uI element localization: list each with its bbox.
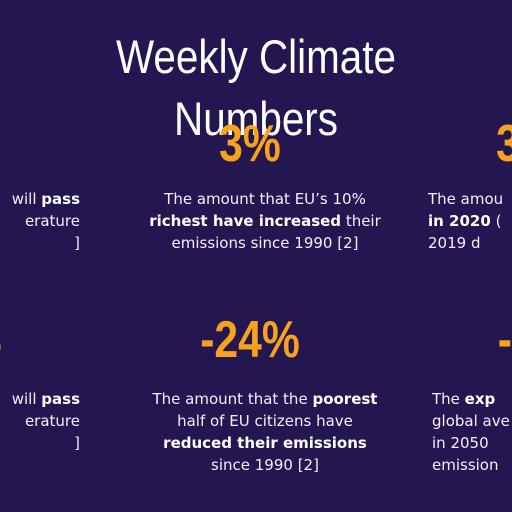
description-bold-text: poorest [312, 390, 378, 408]
description-text: The amou [428, 190, 504, 208]
description-text: ( [490, 212, 502, 230]
description-line: reduced their emissions [110, 432, 420, 454]
stat-value-2: 3% [219, 115, 281, 173]
stat-description-6: The exp global ave in 2050 emission [432, 388, 510, 476]
description-line: The amount that the poorest [110, 388, 420, 410]
description-bold-text: exp [464, 390, 496, 408]
description-text: in 2050 [432, 434, 489, 452]
description-line: The amou [428, 188, 503, 210]
description-text: 2019 d [428, 234, 481, 252]
description-line: The exp [432, 388, 510, 410]
description-text: erature [24, 212, 80, 230]
description-line: will pass [12, 188, 80, 210]
description-line: ] [12, 432, 80, 454]
description-line: erature [12, 210, 80, 232]
description-text: The amount that EU’s 10% [164, 190, 366, 208]
description-text: will [11, 190, 42, 208]
description-line: will pass [12, 388, 80, 410]
description-bold-text: richest have increased [149, 212, 342, 230]
description-line: erature [12, 410, 80, 432]
stat-value-5: -24% [200, 311, 300, 369]
description-line: global ave [432, 410, 510, 432]
description-line: half of EU citizens have [110, 410, 420, 432]
stat-value-6: -( [497, 311, 512, 369]
description-line: The amount that EU’s 10% [120, 188, 410, 210]
description-text: global ave [432, 412, 510, 430]
description-bold-text: pass [41, 390, 80, 408]
description-text: The amount that the [152, 390, 313, 408]
description-text: their [341, 212, 381, 230]
description-bold-text: in 2020 [428, 212, 491, 230]
description-line: 2019 d [428, 232, 503, 254]
description-text: ] [74, 234, 80, 252]
description-bold-text: reduced their emissions [163, 434, 367, 452]
description-line: richest have increased their [120, 210, 410, 232]
description-text: will [11, 390, 42, 408]
stat-value-1: 0 [0, 116, 15, 172]
description-line: emission [432, 454, 510, 476]
stat-description-1: will pass erature] [12, 188, 80, 254]
description-bold-text: pass [41, 190, 80, 208]
description-text: emission [432, 456, 499, 474]
description-line: emissions since 1990 [2] [120, 232, 410, 254]
stat-description-4: will pass erature] [12, 388, 80, 454]
stat-description-3: The amou in 2020 (2019 d [428, 188, 503, 254]
description-text: ] [74, 434, 80, 452]
stat-value-4: 8 [0, 312, 15, 368]
description-text: half of EU citizens have [177, 412, 353, 430]
stat-value-3: 3 [483, 116, 512, 172]
stat-description-5: The amount that the poorest half of EU ci… [110, 388, 420, 476]
page-title: Weekly Climate Numbers [115, 30, 397, 145]
description-line: in 2020 ( [428, 210, 503, 232]
description-text: The [432, 390, 465, 408]
description-text: erature [24, 412, 80, 430]
stat-description-2: The amount that EU’s 10% richest have inc… [120, 188, 410, 254]
description-text: since 1990 [2] [211, 456, 319, 474]
description-line: ] [12, 232, 80, 254]
description-line: since 1990 [2] [110, 454, 420, 476]
description-text: emissions since 1990 [2] [171, 234, 359, 252]
description-line: in 2050 [432, 432, 510, 454]
